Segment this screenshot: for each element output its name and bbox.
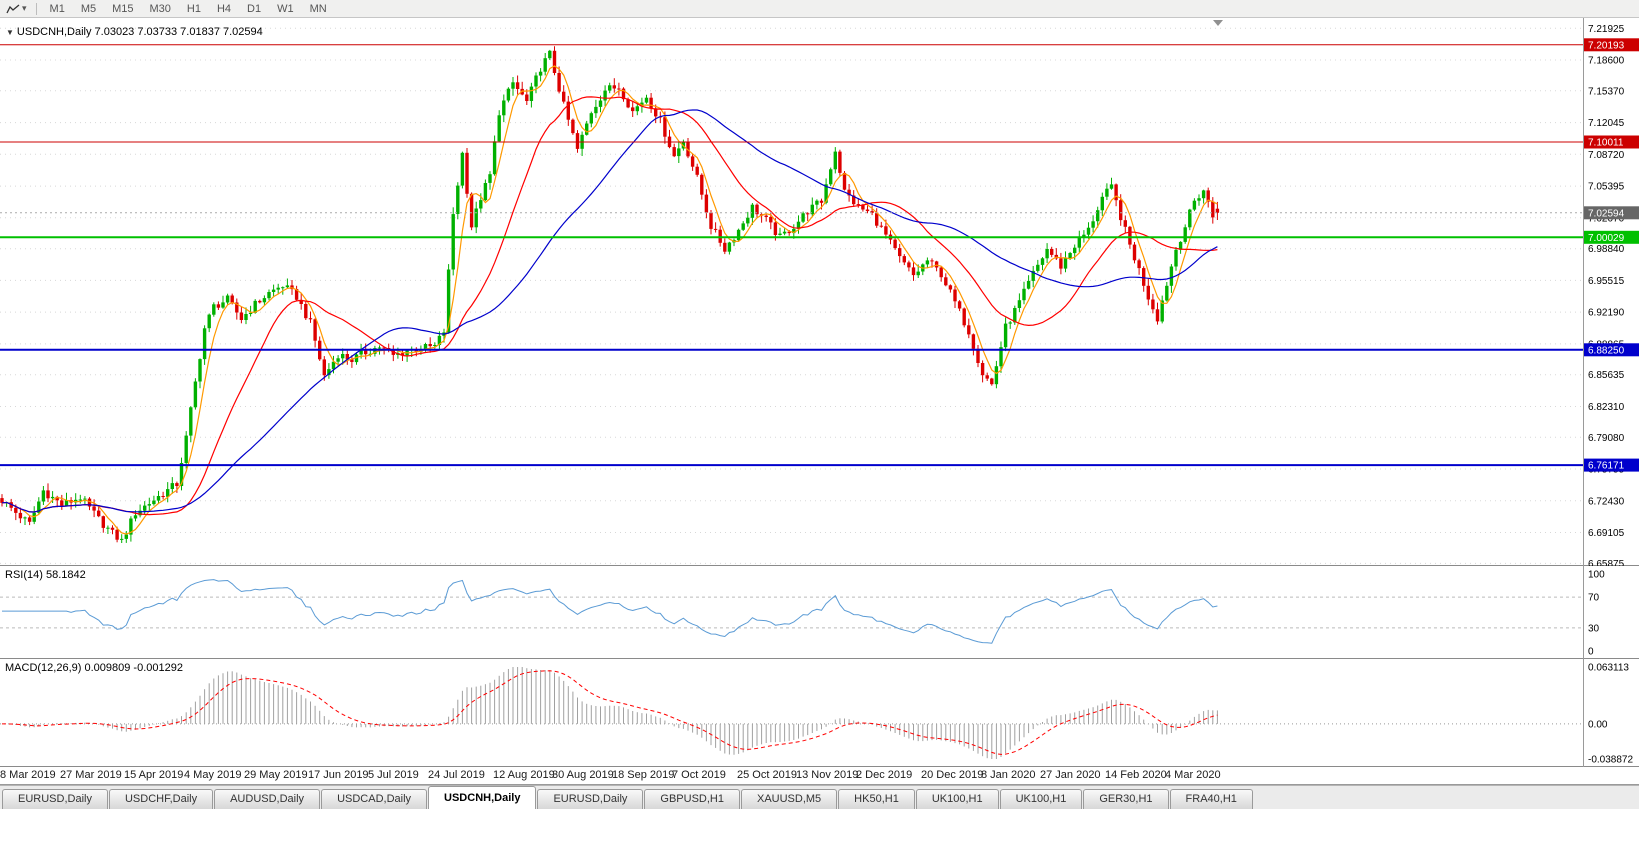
price-chart-panel: 7.21925 7.18600 7.15370 7.12045 7.08720 7.053… bbox=[0, 18, 1639, 566]
chart-tab-hk50-h1[interactable]: HK50,H1 bbox=[838, 789, 915, 809]
svg-text:6.98840: 6.98840 bbox=[1588, 244, 1625, 255]
svg-text:7.10011: 7.10011 bbox=[1588, 138, 1624, 149]
time-axis-label: 2 Dec 2019 bbox=[856, 769, 913, 781]
chart-tab-usdchf-daily[interactable]: USDCHF,Daily bbox=[108, 789, 214, 809]
svg-text:6.76171: 6.76171 bbox=[1588, 461, 1625, 472]
chart-tools-button[interactable]: ▾ bbox=[0, 3, 31, 15]
chart-tabs: EURUSD,Daily USDCHF,Daily AUDUSD,Daily USDC… bbox=[0, 785, 1639, 809]
price-axis[interactable] bbox=[1583, 18, 1639, 770]
time-axis-label: 7 Oct 2019 bbox=[672, 769, 726, 781]
timeframe-button-w1[interactable]: W1 bbox=[277, 2, 294, 15]
toolbar-separator bbox=[35, 2, 37, 15]
time-axis-label: 17 Jun 2019 bbox=[308, 769, 369, 781]
collapse-triangle-icon[interactable]: ▼ bbox=[6, 28, 14, 37]
svg-text:7.12045: 7.12045 bbox=[1588, 118, 1625, 129]
dropdown-caret-icon: ▾ bbox=[22, 3, 27, 13]
svg-text:6.72430: 6.72430 bbox=[1588, 496, 1625, 507]
time-axis-label: 12 Aug 2019 bbox=[493, 769, 555, 781]
chart-tab-uk100-h1[interactable]: UK100,H1 bbox=[999, 789, 1083, 809]
svg-text:6.92190: 6.92190 bbox=[1588, 308, 1625, 319]
time-axis-label: 25 Oct 2019 bbox=[737, 769, 797, 781]
svg-text:7.20193: 7.20193 bbox=[1588, 40, 1625, 51]
chart-title-text: USDCNH,Daily 7.03023 7.03733 7.01837 7.0… bbox=[16, 26, 263, 38]
time-axis-label: 14 Feb 2020 bbox=[1105, 769, 1167, 781]
timeframe-button-mn[interactable]: MN bbox=[309, 2, 327, 15]
time-axis-label: 30 Aug 2019 bbox=[552, 769, 614, 781]
chart-tab-usdcad-daily[interactable]: USDCAD,Daily bbox=[321, 789, 428, 809]
svg-text:70: 70 bbox=[1588, 593, 1600, 604]
price-chart-canvas[interactable]: 7.21925 7.18600 7.15370 7.12045 7.08720 7.053… bbox=[0, 18, 1639, 566]
timeframe-button-h1[interactable]: H1 bbox=[186, 2, 201, 15]
svg-text:0: 0 bbox=[1588, 647, 1594, 658]
chart-tab-usdcnh-daily[interactable]: USDCNH,Daily bbox=[428, 786, 537, 809]
timeframe-button-m5[interactable]: M5 bbox=[80, 2, 97, 15]
time-axis-label: 20 Dec 2019 bbox=[921, 769, 984, 781]
svg-text:6.88250: 6.88250 bbox=[1588, 345, 1625, 356]
timeframe-button-m15[interactable]: M15 bbox=[112, 2, 134, 15]
svg-text:7.02594: 7.02594 bbox=[1588, 208, 1625, 219]
time-axis-label: 13 Nov 2019 bbox=[796, 769, 859, 781]
time-axis-label: 5 Jul 2019 bbox=[368, 769, 419, 781]
time-axis-label: 15 Apr 2019 bbox=[124, 769, 184, 781]
rsi-label: RSI(14) 58.1842 bbox=[5, 569, 86, 581]
time-axis-label: 24 Jul 2019 bbox=[428, 769, 485, 781]
svg-text:7.05395: 7.05395 bbox=[1588, 182, 1625, 193]
chart-tab-ger30-h1[interactable]: GER30,H1 bbox=[1083, 789, 1169, 809]
timeframe-button-h4[interactable]: H4 bbox=[216, 2, 232, 15]
chart-shift-marker bbox=[1213, 20, 1223, 26]
macd-panel: 0.063113 0.00 -0.038872 MACD(12,26,9) 0.00… bbox=[0, 659, 1639, 767]
chart-tab-eurusd-daily[interactable]: EURUSD,Daily bbox=[537, 789, 644, 809]
time-axis-label: 27 Jan 2020 bbox=[1040, 769, 1101, 781]
svg-text:0.063113: 0.063113 bbox=[1588, 663, 1629, 674]
chart-tab-xauusd-m5[interactable]: XAUUSD,M5 bbox=[740, 789, 838, 809]
svg-text:7.00029: 7.00029 bbox=[1588, 233, 1625, 244]
timeframe-button-d1[interactable]: D1 bbox=[247, 2, 262, 15]
svg-text:6.85635: 6.85635 bbox=[1588, 370, 1625, 381]
chart-area: 7.21925 7.18600 7.15370 7.12045 7.08720 7.053… bbox=[0, 18, 1639, 785]
timeframe-button-m1[interactable]: M1 bbox=[49, 2, 65, 15]
chart-tab-eurusd-daily[interactable]: EURUSD,Daily bbox=[2, 789, 108, 809]
svg-text:6.82310: 6.82310 bbox=[1588, 402, 1625, 413]
zigzag-icon bbox=[6, 4, 20, 13]
chart-tab-fra40-h1[interactable]: FRA40,H1 bbox=[1169, 789, 1253, 809]
svg-text:6.95515: 6.95515 bbox=[1588, 276, 1625, 287]
time-axis-label: 4 May 2019 bbox=[184, 769, 242, 781]
timeframe-button-m30[interactable]: M30 bbox=[149, 2, 171, 15]
time-axis-label: 4 Mar 2020 bbox=[1165, 769, 1221, 781]
svg-text:0.00: 0.00 bbox=[1588, 719, 1608, 730]
svg-text:-0.038872: -0.038872 bbox=[1588, 755, 1633, 766]
chart-tab-audusd-daily[interactable]: AUDUSD,Daily bbox=[214, 789, 321, 809]
chart-title: ▼ USDCNH,Daily 7.03023 7.03733 7.01837 7.… bbox=[6, 26, 263, 38]
svg-text:7.18600: 7.18600 bbox=[1588, 56, 1625, 67]
time-axis-label: 8 Jan 2020 bbox=[981, 769, 1036, 781]
svg-text:6.65875: 6.65875 bbox=[1588, 559, 1625, 566]
chart-tab-gbpusd-h1[interactable]: GBPUSD,H1 bbox=[644, 789, 740, 809]
time-axis-label: 8 Mar 2019 bbox=[0, 769, 56, 781]
time-axis-label: 29 May 2019 bbox=[244, 769, 308, 781]
svg-text:6.69105: 6.69105 bbox=[1588, 528, 1625, 539]
svg-text:7.21925: 7.21925 bbox=[1588, 24, 1625, 35]
chart-tab-uk100-h1[interactable]: UK100,H1 bbox=[915, 789, 999, 809]
chart-toolbar: ▾ M1 M5 M15 M30 H1 H4 D1 W1 MN bbox=[0, 0, 1639, 18]
macd-label: MACD(12,26,9) 0.009809 -0.001292 bbox=[5, 662, 183, 674]
svg-text:30: 30 bbox=[1588, 623, 1600, 634]
svg-text:100: 100 bbox=[1588, 570, 1605, 581]
svg-text:6.79080: 6.79080 bbox=[1588, 433, 1625, 444]
svg-text:7.08720: 7.08720 bbox=[1588, 150, 1625, 161]
svg-text:7.15370: 7.15370 bbox=[1588, 86, 1625, 97]
time-axis[interactable]: 8 Mar 2019 27 Mar 2019 15 Apr 2019 4 May 20… bbox=[0, 767, 1639, 785]
trading-terminal: ▾ M1 M5 M15 M30 H1 H4 D1 W1 MN 7.21925 7.… bbox=[0, 0, 1639, 809]
macd-canvas[interactable]: 0.063113 0.00 -0.038872 bbox=[0, 659, 1639, 767]
time-axis-label: 18 Sep 2019 bbox=[612, 769, 675, 781]
time-axis-label: 27 Mar 2019 bbox=[60, 769, 122, 781]
rsi-canvas[interactable]: 100 70 30 0 bbox=[0, 566, 1639, 659]
rsi-panel: 100 70 30 0 RSI(14) 58.1842 bbox=[0, 566, 1639, 659]
